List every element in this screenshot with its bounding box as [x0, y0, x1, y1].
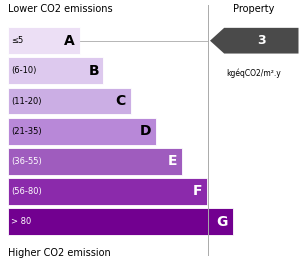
Text: (56-80): (56-80): [11, 187, 42, 196]
Polygon shape: [210, 28, 298, 54]
Text: kgéqCO2/m².y: kgéqCO2/m².y: [226, 69, 281, 78]
Bar: [8, 148, 182, 175]
Text: F: F: [193, 185, 202, 198]
Bar: [8, 178, 207, 205]
Text: > 80: > 80: [11, 217, 32, 226]
Text: (36-55): (36-55): [11, 157, 42, 166]
Text: Lower CO2 emissions: Lower CO2 emissions: [8, 4, 112, 14]
Text: D: D: [140, 124, 152, 138]
Text: E: E: [167, 154, 177, 168]
Text: A: A: [64, 34, 75, 48]
Text: G: G: [217, 215, 228, 229]
Bar: [8, 118, 156, 145]
Text: (6-10): (6-10): [11, 66, 37, 75]
Bar: [8, 57, 103, 84]
Text: Property: Property: [233, 4, 274, 14]
Text: (21-35): (21-35): [11, 127, 42, 136]
Text: (11-20): (11-20): [11, 96, 42, 106]
Bar: [8, 27, 80, 54]
Text: C: C: [116, 94, 126, 108]
Text: 3: 3: [257, 34, 266, 47]
Bar: [8, 208, 232, 235]
Bar: [8, 88, 130, 114]
Text: Higher CO2 emission: Higher CO2 emission: [8, 249, 110, 258]
Text: ≤5: ≤5: [11, 36, 23, 45]
Text: B: B: [88, 64, 99, 78]
